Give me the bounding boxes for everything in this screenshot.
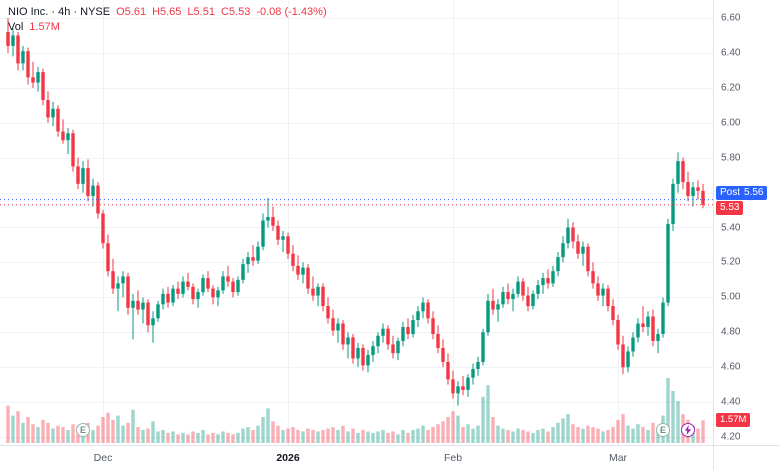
price-axis-label: 5.40 bbox=[721, 222, 741, 233]
price-axis-label: 6.00 bbox=[721, 117, 741, 129]
post-market-price-badge: Post 5.56 bbox=[716, 185, 768, 200]
price-axis-label: 5.20 bbox=[721, 256, 741, 268]
last-price-badge: 5.53 bbox=[716, 200, 744, 215]
lightning-icon[interactable] bbox=[681, 423, 695, 437]
time-axis[interactable]: Dec 2026 Feb Mar bbox=[0, 445, 713, 470]
time-axis-label: Mar bbox=[608, 452, 628, 464]
candlestick-chart[interactable] bbox=[0, 0, 713, 445]
price-axis-label: 6.60 bbox=[721, 12, 741, 24]
earnings-marker[interactable]: E bbox=[76, 423, 90, 437]
lightning-bolt-glyph bbox=[684, 425, 692, 435]
price-axis[interactable]: 4.204.404.604.805.005.205.405.605.806.00… bbox=[713, 0, 780, 445]
ohlc-open: O5.61 bbox=[116, 6, 147, 18]
time-axis-label: 2026 bbox=[276, 452, 300, 464]
axis-corner bbox=[713, 445, 780, 470]
time-axis-label: Feb bbox=[443, 452, 463, 464]
chart-pane[interactable]: NIO Inc. · 4h · NYSE O5.61 H5.65 L5.51 C… bbox=[0, 0, 713, 445]
price-axis-label: 4.80 bbox=[721, 326, 741, 338]
price-axis-label: 6.40 bbox=[721, 47, 741, 59]
symbol-legend: NIO Inc. · 4h · NYSE O5.61 H5.65 L5.51 C… bbox=[8, 5, 327, 35]
ohlc-change: -0.08 (-1.43%) bbox=[256, 6, 327, 18]
price-axis-label: 4.20 bbox=[721, 431, 741, 443]
price-axis-label: 4.60 bbox=[721, 361, 741, 373]
ohlc-high: H5.65 bbox=[152, 6, 182, 18]
volume-label[interactable]: Vol bbox=[8, 21, 24, 33]
volume-value: 1.57M bbox=[29, 21, 60, 33]
price-axis-label: 6.20 bbox=[721, 82, 741, 94]
post-price: 5.56 bbox=[744, 186, 764, 198]
price-axis-label: 4.40 bbox=[721, 396, 741, 408]
last-volume-badge: 1.57M bbox=[716, 413, 751, 428]
last-price: 5.53 bbox=[720, 201, 740, 213]
time-axis-label: Dec bbox=[93, 452, 113, 464]
post-label: Post bbox=[720, 186, 741, 198]
ohlc-low: L5.51 bbox=[187, 6, 215, 18]
symbol-title[interactable]: NIO Inc. · 4h · NYSE bbox=[8, 6, 111, 18]
price-axis-label: 5.00 bbox=[721, 291, 741, 303]
ohlc-close: C5.53 bbox=[220, 6, 251, 18]
price-axis-label: 5.80 bbox=[721, 152, 741, 164]
earnings-marker[interactable]: E bbox=[656, 423, 670, 437]
last-volume: 1.57M bbox=[720, 414, 747, 426]
